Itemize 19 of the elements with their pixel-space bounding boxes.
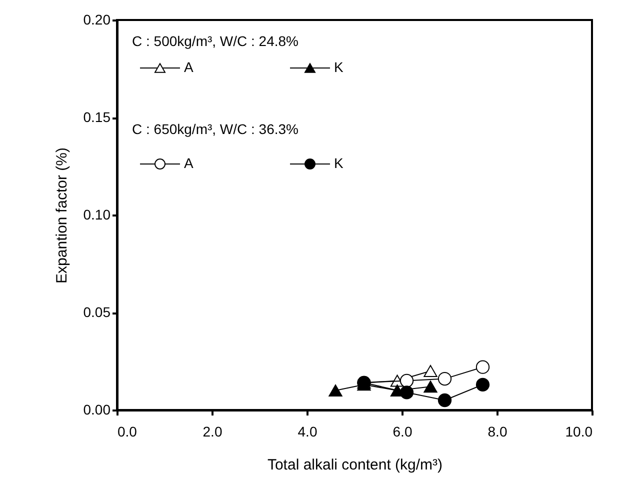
y-axis-title: Expantion factor (%) [53,148,70,284]
x-tick-label: 4.0 [298,424,318,440]
legend-label: K [334,155,344,171]
y-tick-label: 0.00 [83,402,111,418]
annotation: C : 500kg/m³, W/C : 24.8% [132,33,298,49]
y-tick-label: 0.15 [83,109,111,125]
x-tick-label: 2.0 [202,424,222,440]
annotation: C : 650kg/m³, W/C : 36.3% [132,121,298,137]
x-tick-label: 10.0 [565,424,593,440]
legend-label: A [184,155,194,171]
legend-label: K [334,59,344,75]
y-tick-label: 0.20 [83,12,111,28]
y-tick-label: 0.10 [83,206,111,222]
x-axis-title: Total alkali content (kg/m³) [267,456,443,474]
x-tick-label: 8.0 [488,424,508,440]
x-tick-label: 0.0 [118,424,138,440]
legend-label: A [184,59,194,75]
x-tick-label: 6.0 [392,424,412,440]
y-tick-label: 0.05 [83,304,111,320]
